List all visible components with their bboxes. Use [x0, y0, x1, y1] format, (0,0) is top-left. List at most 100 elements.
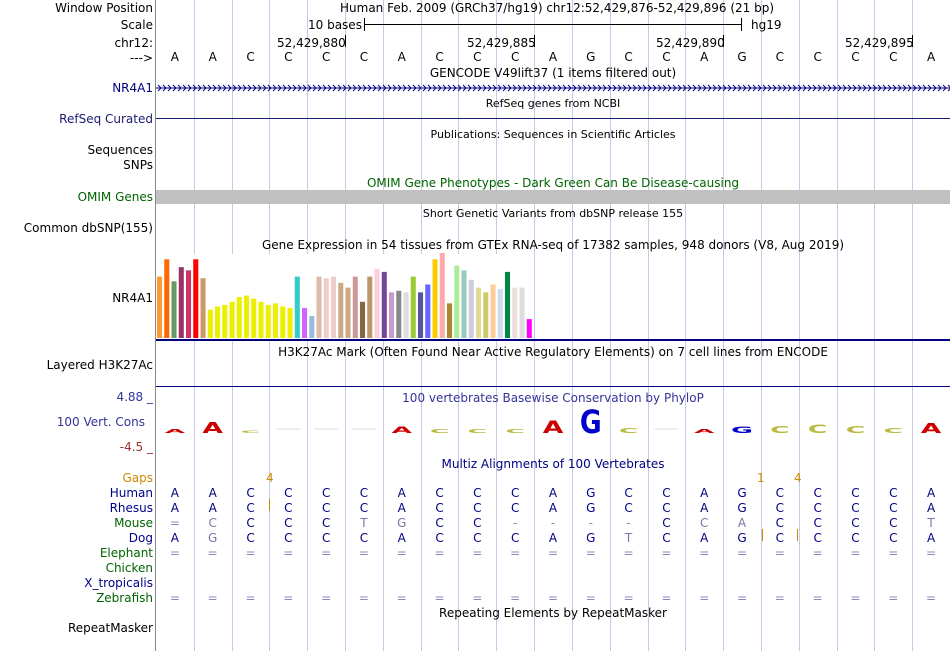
track-label-divider[interactable] [155, 0, 156, 651]
dbsnp-track-label[interactable]: Common dbSNP(155) [23, 221, 153, 235]
strand-arrow [342, 84, 347, 92]
position-label-4: 52,429,895 [845, 36, 914, 50]
reference-base: A [548, 50, 558, 64]
strand-arrow [567, 84, 572, 92]
aligned-base: C [624, 486, 633, 500]
gencode-track-title: GENCODE V49lift37 (1 items filtered out) [429, 66, 677, 80]
strand-arrow [822, 84, 827, 92]
omim-gene-feature[interactable] [156, 190, 950, 204]
gencode-gene-feature[interactable] [156, 82, 950, 94]
gtex-tissue-bar [345, 287, 351, 338]
gtex-expression-chart[interactable] [156, 252, 556, 340]
gtex-tissue-bar [265, 304, 271, 338]
gtex-tissue-bar [389, 292, 395, 338]
strand-arrow [407, 84, 412, 92]
aligned-base: C [775, 531, 785, 545]
strand-arrow [187, 84, 192, 92]
species-label[interactable]: Chicken [105, 561, 153, 575]
strand-arrow [457, 84, 462, 92]
aligned-base: C [321, 531, 331, 545]
publications-track-label-1[interactable]: Sequences [87, 143, 153, 157]
aligned-base: C [246, 486, 255, 500]
strand-arrow [282, 84, 287, 92]
phylop-track-label[interactable]: 100 Vert. Cons [56, 415, 145, 429]
strand-arrow [642, 84, 647, 92]
strand-arrow [632, 84, 637, 92]
aligned-base: = [812, 591, 823, 605]
reference-base: G [737, 50, 747, 64]
repeatmasker-track-label[interactable]: RepeatMasker [67, 621, 153, 635]
aligned-base: C [775, 486, 785, 500]
strand-arrow [592, 84, 597, 92]
gap-count-1: 4 [266, 471, 274, 485]
strand-arrow [912, 84, 917, 92]
gaps-label[interactable]: Gaps [122, 471, 153, 485]
gtex-tissue-bar [222, 304, 228, 338]
species-label[interactable]: Elephant [99, 546, 153, 560]
strand-arrow [212, 84, 217, 92]
gtex-track-title: Gene Expression in 54 tissues from GTEx … [261, 238, 845, 252]
aligned-base: C [775, 501, 785, 515]
aligned-base: C [700, 516, 709, 530]
phylop-logo-base: A [165, 428, 186, 434]
species-label[interactable]: Rhesus [109, 501, 153, 515]
phylop-logo-base: C [770, 423, 790, 435]
gtex-tissue-bar [497, 289, 503, 338]
strand-arrow [727, 84, 732, 92]
h3k27ac-track-title: H3K27Ac Mark (Often Found Near Active Re… [278, 345, 828, 359]
gap-count-2: 1 [757, 471, 765, 485]
aligned-base: - [588, 516, 593, 530]
strand-arrow [722, 84, 727, 92]
phylop-logo-base: C [505, 428, 525, 434]
omim-track-label[interactable]: OMIM Genes [77, 190, 153, 204]
strand-arrow [472, 84, 477, 92]
gencode-track-label[interactable]: NR4A1 [112, 81, 153, 95]
gtex-track-label[interactable]: NR4A1 [112, 291, 153, 305]
strand-arrow [402, 84, 407, 92]
strand-arrow [577, 84, 582, 92]
scale-bar [364, 24, 742, 25]
strand-arrow [552, 84, 557, 92]
strand-arrow [512, 84, 517, 92]
gtex-tissue-bar [367, 276, 373, 338]
species-label[interactable]: Dog [128, 531, 153, 545]
refseq-gene-line[interactable] [156, 118, 950, 119]
aligned-base: C [435, 501, 444, 515]
aligned-base: A [548, 486, 558, 500]
scale-label: Scale [120, 18, 153, 32]
omim-track-title: OMIM Gene Phenotypes - Dark Green Can Be… [366, 176, 740, 190]
phylop-track-title: 100 vertebrates Basewise Conservation by… [402, 391, 704, 405]
h3k27ac-track-label[interactable]: Layered H3K27Ac [46, 358, 153, 372]
phylop-min-label: -4.5 _ [119, 440, 153, 454]
aligned-base: T [624, 531, 633, 545]
aligned-base: C [624, 501, 633, 515]
aligned-base: = [169, 546, 180, 560]
strand-arrow [882, 84, 887, 92]
strand-arrow [652, 84, 657, 92]
strand-arrow [437, 84, 442, 92]
species-label[interactable]: Human [109, 486, 153, 500]
aligned-base: C [321, 516, 331, 530]
phylop-logo-base: G [580, 405, 602, 441]
refseq-track-label[interactable]: RefSeq Curated [59, 112, 153, 126]
aligned-base: = [396, 591, 407, 605]
aligned-base: C [359, 501, 369, 515]
reference-base: A [926, 50, 936, 64]
species-label[interactable]: Zebrafish [96, 591, 153, 605]
publications-track-label-2[interactable]: SNPs [123, 158, 153, 172]
reference-base: C [246, 50, 255, 64]
gtex-tissue-bar [323, 278, 329, 338]
species-label[interactable]: X_tropicalis [84, 576, 153, 590]
species-label[interactable]: Mouse [114, 516, 153, 530]
strand-arrow [482, 84, 487, 92]
aligned-base: = [169, 591, 180, 605]
aligned-base: A [700, 531, 709, 545]
strand-arrow [717, 84, 722, 92]
aligned-base: G [586, 531, 596, 545]
aligned-base: G [586, 501, 596, 515]
strand-arrow [202, 84, 207, 92]
reference-base: A [170, 50, 179, 64]
strand-arrow [597, 84, 602, 92]
gtex-tissue-bar [178, 267, 184, 338]
